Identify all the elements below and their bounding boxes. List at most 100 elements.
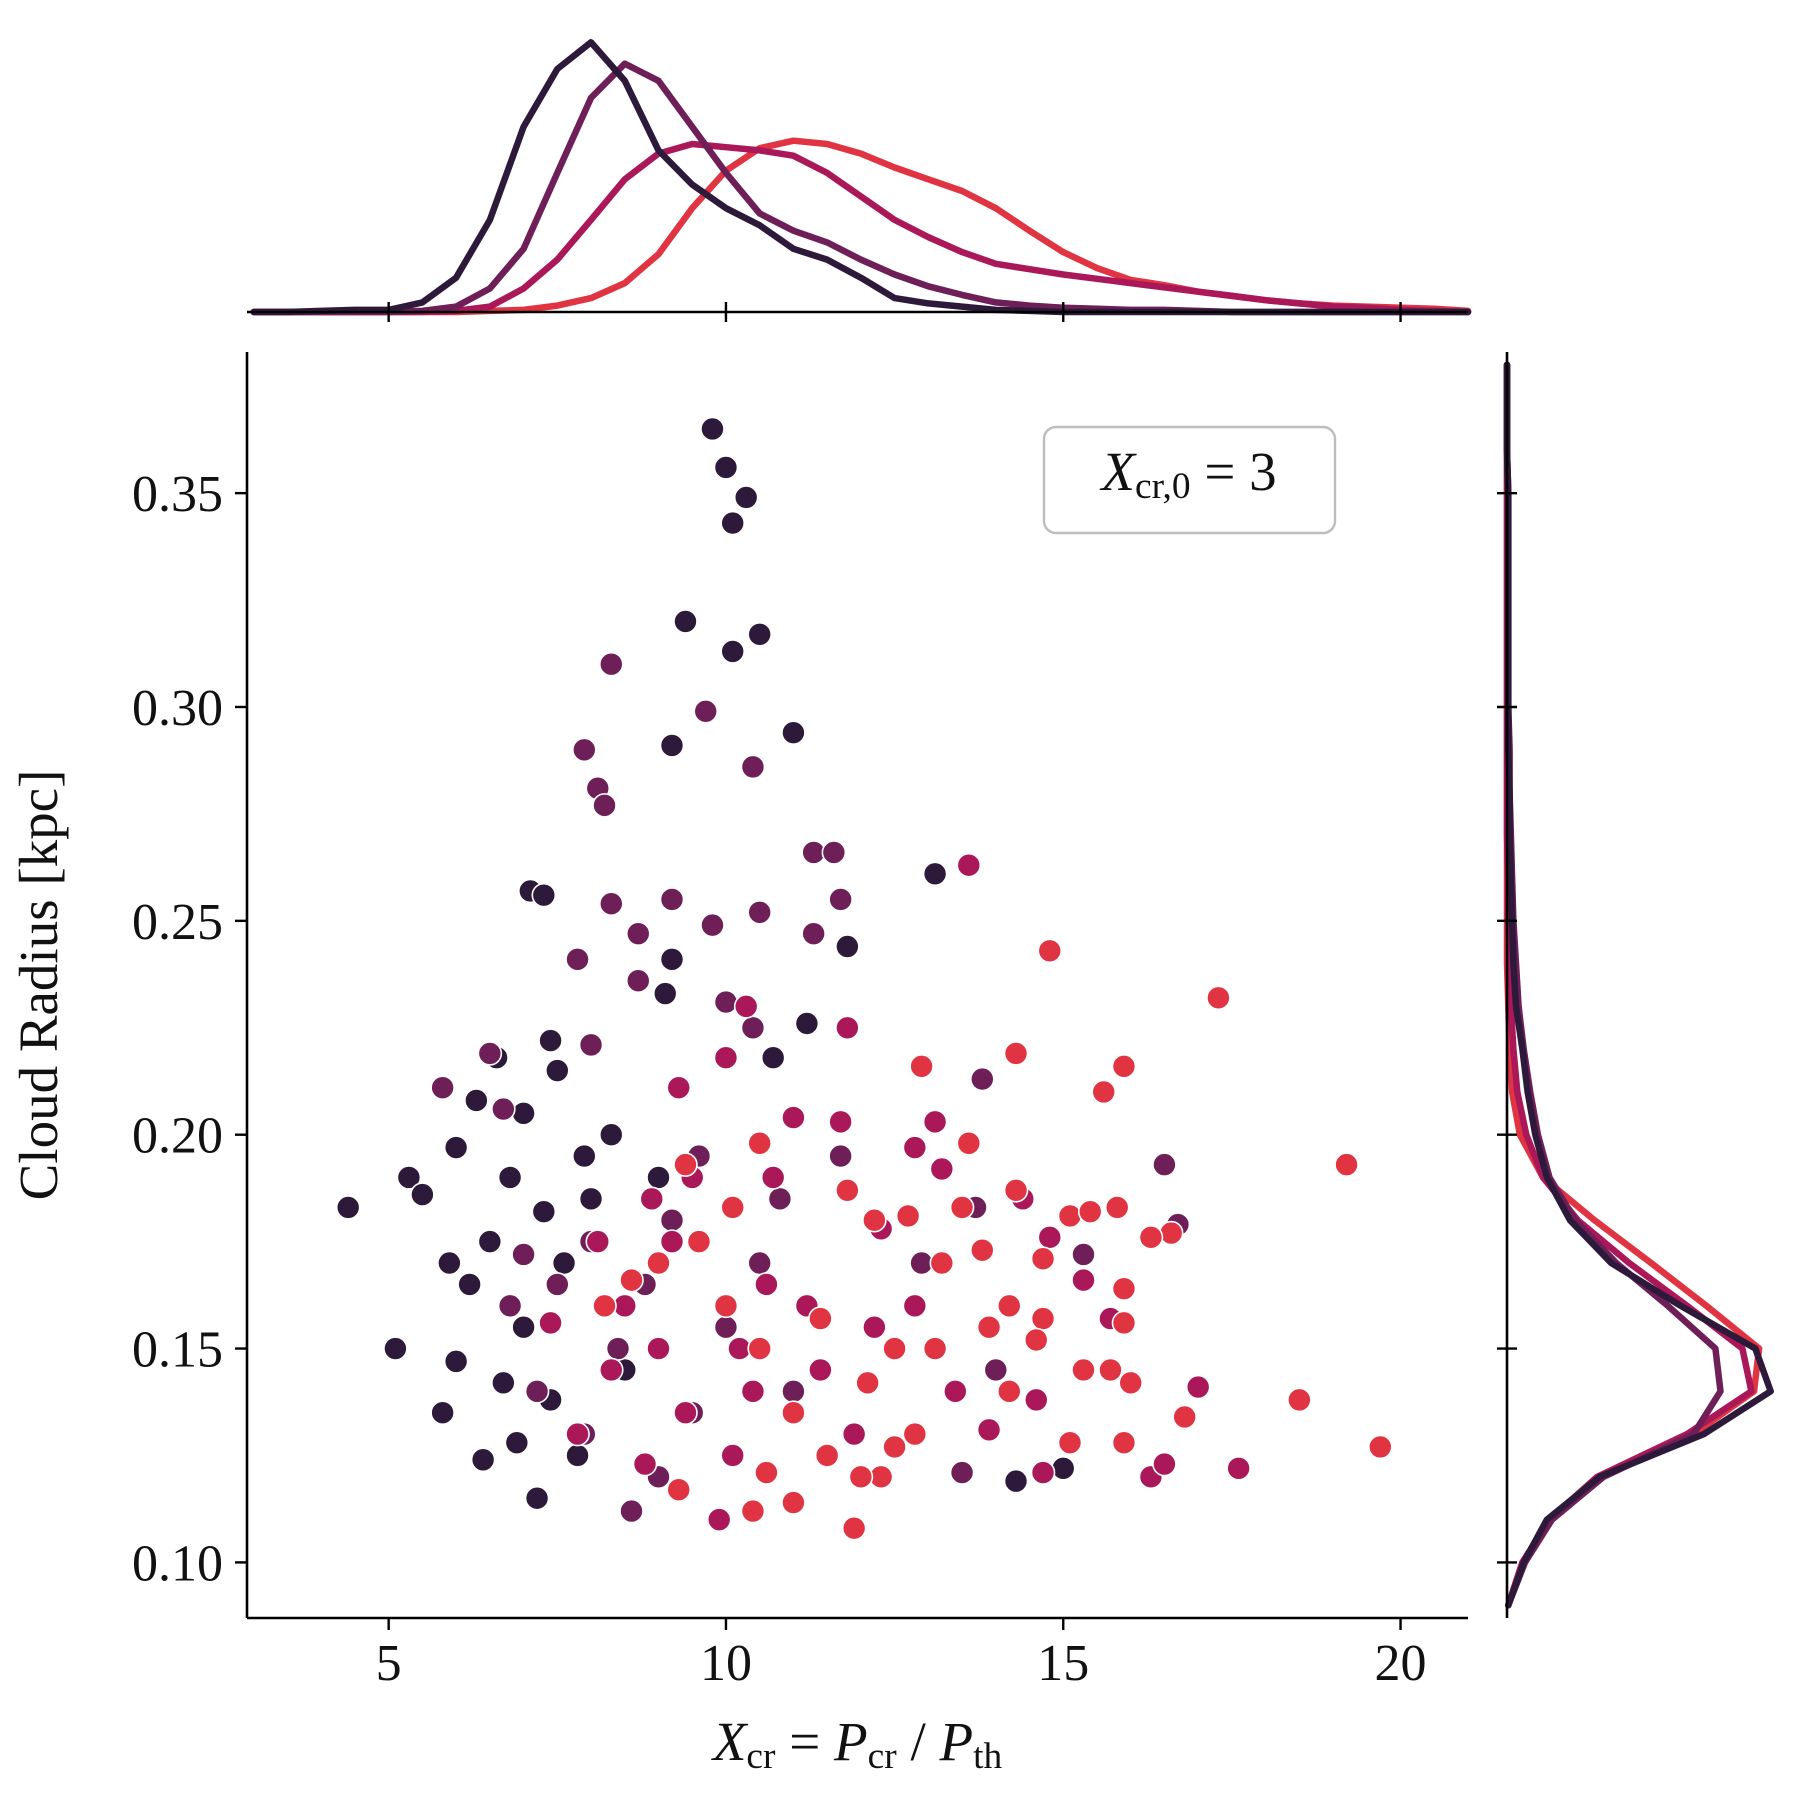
scatter-point <box>1091 1079 1117 1105</box>
density-line <box>250 39 1472 316</box>
density-line <box>250 140 1472 316</box>
scatter-point <box>740 1498 766 1524</box>
scatter-point <box>747 621 772 647</box>
scatter-point <box>713 1045 739 1071</box>
scatter-point <box>760 1045 786 1071</box>
scatter-point <box>767 1186 793 1212</box>
scatter-point <box>841 1515 867 1541</box>
scatter-point <box>659 1207 685 1233</box>
y-tick-label: 0.10 <box>132 1535 223 1592</box>
scatter-point <box>598 1122 624 1147</box>
scatter-point <box>531 1199 557 1224</box>
y-tick-label: 0.30 <box>132 680 223 737</box>
scatter-point <box>747 899 772 925</box>
scatter-point <box>335 1195 361 1220</box>
scatter-point <box>720 639 746 664</box>
scatter-point <box>673 609 698 634</box>
scatter-point <box>1003 1177 1029 1203</box>
scatter-point <box>598 1357 624 1383</box>
scatter-point <box>956 1130 982 1156</box>
scatter-point <box>659 1229 685 1254</box>
scatter-point <box>1334 1152 1359 1177</box>
scatter-point <box>713 1293 739 1319</box>
y-tick-label: 0.15 <box>132 1322 223 1379</box>
y-tick-label: 0.35 <box>132 466 223 523</box>
scatter-point <box>410 1182 435 1207</box>
scatter-point <box>996 1379 1022 1404</box>
scatter-point <box>922 861 948 887</box>
scatter-point <box>713 1314 739 1340</box>
scatter-point <box>1037 938 1063 964</box>
scatter-point <box>625 968 651 994</box>
scatter-point <box>747 1336 772 1361</box>
scatter-point <box>598 651 624 677</box>
scatter-point <box>781 720 806 745</box>
x-axis-label-part: cr <box>746 1736 776 1777</box>
scatter-point <box>443 1349 469 1374</box>
y-tick-label: 0.25 <box>132 894 223 951</box>
scatter-point <box>929 1156 955 1182</box>
scatter-point <box>1185 1374 1211 1400</box>
density-line <box>1503 361 1774 1609</box>
x-axis-label-part: = <box>775 1711 834 1772</box>
x-axis-label-part: P <box>938 1711 973 1772</box>
scatter-point <box>430 1075 455 1100</box>
scatter-point <box>700 416 725 442</box>
x-axis-label-part: th <box>973 1736 1002 1777</box>
scatter-point <box>504 1430 530 1455</box>
scatter-point <box>1057 1430 1083 1455</box>
scatter-point <box>754 1272 779 1297</box>
scatter-point <box>659 947 685 972</box>
scatter-point <box>720 1443 746 1468</box>
scatter-point <box>733 994 759 1019</box>
scatter-point <box>598 891 624 917</box>
scatter-point <box>605 1336 631 1361</box>
scatter-point <box>538 1310 563 1336</box>
scatter-point <box>1158 1220 1184 1246</box>
scatter-point <box>902 1293 928 1319</box>
scatter-point <box>1071 1357 1096 1383</box>
scatter-point <box>1030 1460 1056 1485</box>
scatter-point <box>1023 1327 1049 1353</box>
scatter-point <box>781 1379 806 1404</box>
scatter-point <box>1003 1041 1029 1066</box>
scatter-point <box>781 1400 806 1426</box>
scatter-point <box>700 912 725 938</box>
scatter-point <box>1111 1430 1137 1455</box>
scatter-point <box>1111 1053 1137 1079</box>
scatter-point <box>477 1229 503 1254</box>
scatter-point <box>733 485 759 510</box>
scatter-point <box>902 1135 928 1160</box>
scatter-point <box>545 1272 570 1297</box>
scatter-point <box>828 1109 853 1135</box>
scatter-point <box>895 1203 921 1229</box>
scatter-point <box>949 1460 975 1485</box>
scatter-point <box>673 1152 698 1177</box>
scatter-point <box>848 1464 874 1490</box>
scatter-point <box>578 1186 604 1212</box>
scatter-point <box>983 1357 1009 1383</box>
scatter-point <box>902 1421 928 1447</box>
scatter-point <box>1138 1225 1164 1250</box>
scatter-point <box>922 1109 948 1135</box>
annotation-part: X <box>1099 441 1137 502</box>
scatter-point <box>585 1229 611 1254</box>
scatter-point <box>841 1421 867 1447</box>
scatter-point <box>430 1400 455 1426</box>
density-line <box>1503 361 1755 1609</box>
scatter-point <box>497 1293 523 1319</box>
scatter-point <box>976 1417 1002 1443</box>
x-tick-label: 10 <box>700 1635 752 1692</box>
x-axis-label-part: cr <box>868 1736 898 1777</box>
scatter-point <box>646 1165 671 1190</box>
x-axis-label-part: / <box>897 1711 940 1772</box>
scatter-point <box>969 1066 995 1092</box>
scatter-point <box>545 1058 570 1083</box>
annotation-part: = 3 <box>1191 441 1277 502</box>
scatter-point <box>571 737 597 763</box>
scatter-point <box>1071 1267 1096 1293</box>
scatter-point <box>781 1105 806 1130</box>
scatter-point <box>1368 1434 1393 1460</box>
scatter-point <box>706 1507 732 1532</box>
